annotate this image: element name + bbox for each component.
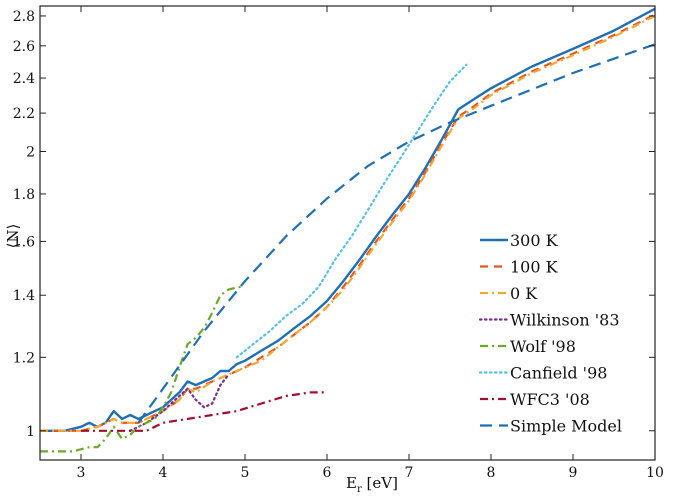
y-tick-label: 2.6: [13, 39, 35, 55]
plot-lines: [40, 7, 656, 453]
legend-label: 0 K: [510, 284, 538, 303]
x-tick-label: 5: [241, 465, 250, 481]
y-tick-label: 1: [26, 424, 35, 440]
x-ticks: 3 4 5 6 7 8 9 10: [77, 6, 664, 481]
series-line-7: [137, 43, 656, 424]
y-tick-label: 1.2: [13, 350, 35, 366]
legend-label: WFC3 '08: [510, 390, 590, 409]
x-tick-label: 7: [405, 465, 414, 481]
y-tick-label: 2.8: [13, 9, 35, 25]
x-tick-label: 6: [323, 465, 332, 481]
series-line-6: [81, 391, 327, 432]
y-axis-label: ⟨N⟩: [4, 224, 22, 249]
legend-label: Simple Model: [510, 417, 622, 436]
x-axis-label: Er [eV]: [346, 474, 398, 495]
y-tick-label: 1.6: [13, 234, 35, 250]
x-tick-label: 3: [77, 465, 86, 481]
y-tick-label: 2.4: [13, 71, 35, 87]
series-line-4: [40, 285, 242, 453]
y-tick-label: 1.8: [13, 187, 35, 203]
legend-label: 300 K: [510, 231, 559, 250]
y-ticks: 1 1.2 1.4 1.6 1.8 2 2.2 2.4 2.6 2.8: [13, 9, 655, 440]
x-tick-label: 8: [487, 465, 496, 481]
legend-label: Canfield '98: [510, 364, 607, 383]
y-tick-label: 1.4: [13, 288, 35, 304]
x-tick-label: 4: [159, 465, 168, 481]
legend: 300 K 100 K 0 K Wilkinson '83 Wolf '98 Canfie…: [478, 231, 622, 436]
y-tick-label: 2: [26, 145, 35, 161]
series-line-3: [129, 373, 230, 432]
legend-label: Wolf '98: [510, 337, 576, 356]
plot-frame: [39, 5, 656, 461]
y-tick-label: 2.2: [13, 106, 35, 122]
series-line-2: [40, 14, 656, 432]
legend-label: Wilkinson '83: [510, 311, 620, 330]
x-tick-label: 10: [646, 465, 664, 481]
series-line-5: [235, 63, 468, 359]
series-line-0: [40, 7, 656, 432]
x-tick-label: 9: [569, 465, 578, 481]
legend-label: 100 K: [510, 258, 559, 277]
